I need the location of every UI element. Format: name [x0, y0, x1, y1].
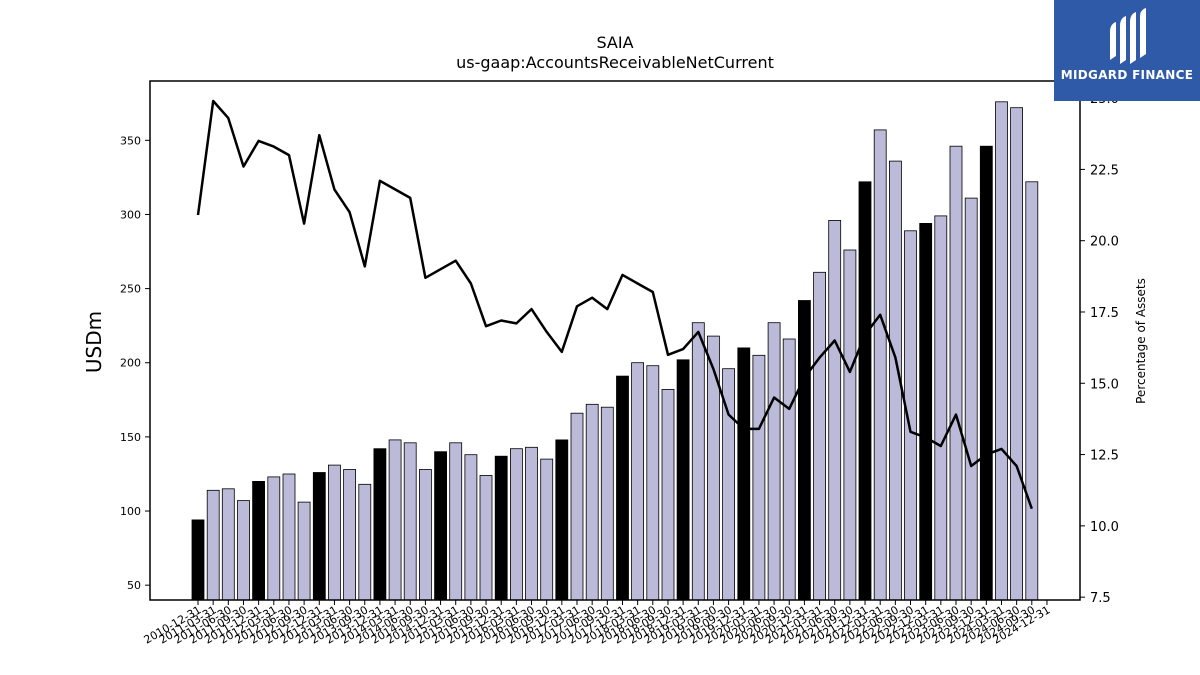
bar: [646, 365, 660, 601]
bar: [312, 472, 326, 601]
bar: [1025, 181, 1039, 601]
bar: [600, 406, 614, 601]
bar: [358, 483, 372, 601]
y-tick-label: 200: [120, 357, 141, 370]
bar: [919, 222, 933, 601]
y-tick-label: 350: [120, 134, 141, 147]
y-tick-label: 100: [120, 505, 141, 518]
bar: [752, 354, 766, 601]
y-axis-left: 50 100 150 200 250 300 350: [120, 134, 150, 592]
bar: [479, 474, 493, 601]
bar: [449, 442, 463, 601]
bar: [813, 271, 826, 601]
midgard-finance-logo: MIDGARD FINANCE: [1054, 0, 1200, 101]
bar: [616, 375, 629, 601]
bars-group: [191, 101, 1039, 601]
bar: [661, 388, 675, 601]
bar: [782, 338, 796, 601]
bar: [843, 249, 857, 601]
bar: [418, 469, 432, 601]
bar: [267, 476, 281, 601]
bar: [707, 335, 720, 601]
logo-text: MIDGARD FINANCE: [1060, 68, 1194, 82]
y2-tick-label: 15.0: [1090, 377, 1119, 392]
y-axis-label: USDm: [82, 311, 106, 373]
bar: [237, 500, 250, 601]
bar: [540, 458, 554, 601]
bar: [297, 501, 311, 601]
bar: [282, 473, 296, 601]
y2-tick-label: 20.0: [1090, 235, 1119, 250]
bar: [631, 362, 644, 601]
bar: [828, 219, 842, 601]
bar: [403, 442, 417, 601]
bar: [464, 454, 478, 601]
bar: [327, 464, 341, 601]
bar: [934, 215, 948, 601]
bar: [995, 101, 1008, 601]
bar: [373, 448, 387, 601]
line-group: [196, 99, 1033, 510]
y2-tick-label: 17.5: [1090, 306, 1119, 321]
bar: [798, 300, 811, 601]
bar: [191, 519, 205, 601]
bar: [767, 322, 781, 601]
chart-title: SAIA: [596, 33, 633, 52]
bar: [858, 181, 872, 601]
y-tick-label: 250: [120, 283, 141, 296]
line-series: [196, 99, 1033, 510]
bar: [979, 145, 993, 601]
bar: [221, 488, 235, 601]
y2-tick-label: 7.5: [1090, 591, 1111, 606]
y2-axis-label: Percentage of Assets: [1134, 278, 1148, 404]
bar: [206, 489, 220, 601]
bar: [873, 129, 887, 601]
y-tick-label: 50: [127, 579, 141, 592]
bar: [388, 439, 402, 601]
bar: [949, 145, 963, 601]
bar: [570, 412, 584, 601]
y2-tick-label: 22.5: [1090, 163, 1119, 178]
y-axis-right: 7.510.012.515.017.520.022.525.0: [1080, 92, 1119, 606]
y-tick-label: 300: [120, 208, 141, 221]
bar: [525, 446, 538, 601]
x-axis: 2010-12-312011-03-312011-06-302011-09-30…: [142, 600, 1053, 647]
y2-tick-label: 12.5: [1090, 449, 1119, 464]
bar: [252, 480, 266, 601]
bar: [434, 451, 448, 601]
plot-frame: [149, 80, 1081, 601]
bar: [509, 448, 523, 601]
bar: [585, 403, 599, 601]
y-tick-label: 150: [120, 431, 141, 444]
bar: [494, 455, 508, 601]
bar: [343, 469, 357, 601]
bar: [691, 322, 705, 601]
bar: [964, 197, 978, 601]
bar: [555, 439, 569, 601]
bar: [676, 359, 690, 601]
logo-mark-icon: [1110, 8, 1146, 64]
chart-subtitle: us-gaap:AccountsReceivableNetCurrent: [456, 53, 774, 72]
bar: [737, 347, 751, 601]
bar: [1010, 107, 1023, 601]
y2-tick-label: 10.0: [1090, 520, 1119, 535]
